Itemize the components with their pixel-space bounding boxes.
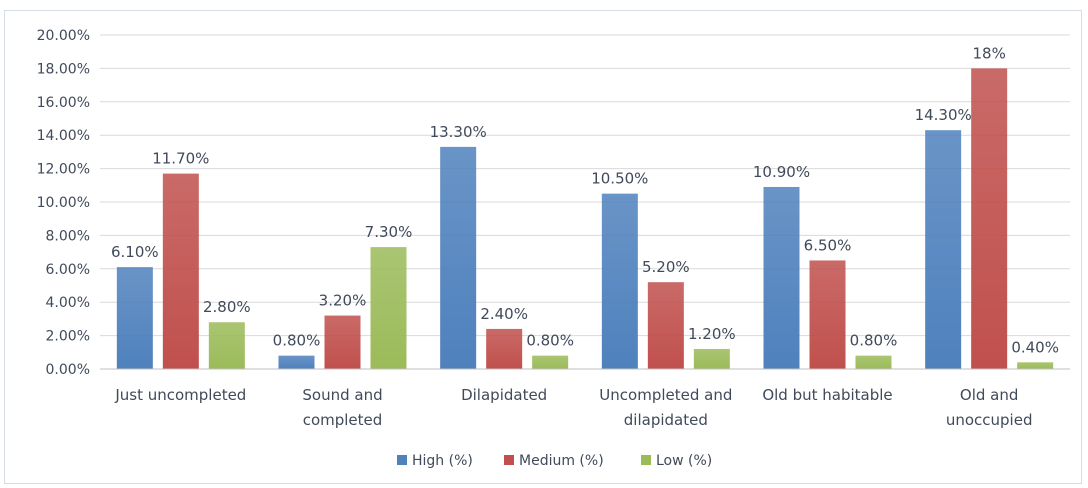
bar-medium-uncompleted-and-dilapidated [647,282,684,369]
y-tick-label: 16.00% [37,95,90,111]
bar-low-sound-and-completed [370,247,407,369]
y-tick-label: 4.00% [46,295,90,311]
gridlines [100,34,1070,337]
bar-medium-sound-and-completed [324,315,361,369]
bar-medium-dilapidated [486,328,523,369]
data-label: 14.30% [915,106,972,124]
legend-swatch-high [397,455,407,465]
x-tick-label: Just uncompleted [114,386,246,404]
y-tick-label: 20.00% [37,28,90,44]
data-label: 6.50% [804,236,852,254]
x-tick-label: Uncompleted and [599,386,732,404]
data-label: 0.80% [273,332,321,350]
x-tick-label: Old but habitable [762,386,892,404]
bar-low-old-but-habitable [855,355,892,369]
y-tick-label: 8.00% [46,228,90,244]
x-tick-label: Sound and [302,386,382,404]
x-axis: Just uncompleted Sound and completed Dilapi… [100,368,1070,429]
bar-low-uncompleted-and-dilapidated [693,348,730,369]
y-tick-label: 10.00% [37,195,90,211]
data-labels: 6.10% 11.70% 2.80% 0.80% 3.20% 7.30% 13.30% 2.4… [111,44,1059,356]
data-label: 7.30% [365,223,413,241]
legend-label-high: High (%) [412,453,473,469]
data-label: 0.80% [526,332,574,350]
data-label: 3.20% [319,292,367,310]
bar-high-old-but-habitable [763,186,800,369]
bar-low-dilapidated [532,355,569,369]
data-label: 11.70% [152,150,209,168]
data-label: 0.40% [1011,338,1059,356]
y-tick-label: 14.00% [37,128,90,144]
bar-low-old-and-unoccupied [1017,362,1054,369]
bars [116,68,1054,370]
data-label: 1.20% [688,325,736,343]
bar-low-just-uncompleted [208,322,245,369]
y-tick-label: 0.00% [46,362,90,378]
legend-label-low: Low (%) [656,453,712,469]
bar-high-uncompleted-and-dilapidated [601,193,638,369]
x-tick-label: Old and [960,386,1018,404]
data-label: 10.50% [591,170,648,188]
bar-high-dilapidated [440,146,477,369]
data-label: 2.80% [203,298,251,316]
x-tick-label: Dilapidated [461,386,547,404]
y-axis: 0.00% 2.00% 4.00% 6.00% 8.00% 10.00% 12.00% 14.… [37,28,90,378]
data-label: 10.90% [753,163,810,181]
data-label: 18% [972,44,1005,62]
y-tick-label: 18.00% [37,61,90,77]
legend: High (%) Medium (%) Low (%) [397,453,712,469]
y-tick-label: 6.00% [46,262,90,278]
bar-medium-old-and-unoccupied [971,68,1008,370]
x-tick-label: unoccupied [946,411,1033,429]
legend-label-medium: Medium (%) [519,453,604,469]
bar-high-old-and-unoccupied [925,130,962,369]
data-label: 5.20% [642,258,690,276]
data-label: 6.10% [111,243,159,261]
bar-high-sound-and-completed [278,355,315,369]
x-tick-label: completed [303,411,383,429]
data-label: 13.30% [430,123,487,141]
data-label: 0.80% [850,332,898,350]
data-label: 2.40% [480,305,528,323]
legend-swatch-low [641,455,651,465]
bar-high-just-uncompleted [116,267,153,369]
bar-medium-old-but-habitable [809,260,846,369]
legend-swatch-medium [504,455,514,465]
y-tick-label: 2.00% [46,329,90,345]
y-tick-label: 12.00% [37,162,90,178]
x-tick-label: dilapidated [624,411,708,429]
bar-medium-just-uncompleted [162,173,199,369]
